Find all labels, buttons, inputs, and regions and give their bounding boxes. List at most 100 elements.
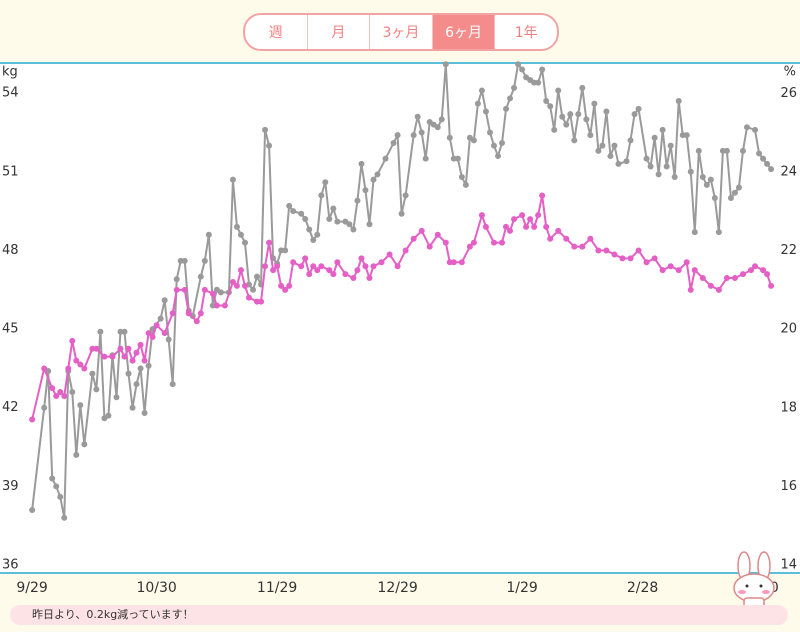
period-tab[interactable]: 1年 bbox=[494, 15, 557, 49]
data-point bbox=[466, 243, 473, 250]
data-point bbox=[627, 137, 634, 144]
period-tab[interactable]: 月 bbox=[306, 15, 370, 49]
data-point bbox=[543, 223, 550, 230]
data-point bbox=[571, 137, 578, 144]
data-point bbox=[635, 247, 642, 254]
data-point bbox=[731, 275, 738, 282]
data-point bbox=[366, 275, 373, 282]
data-point bbox=[647, 163, 654, 170]
data-point bbox=[354, 267, 361, 274]
data-point bbox=[494, 153, 501, 160]
data-point bbox=[519, 66, 526, 73]
data-point bbox=[29, 416, 36, 423]
data-point bbox=[262, 263, 269, 270]
data-point bbox=[571, 243, 578, 250]
x-tick-label: 11/29 bbox=[257, 580, 297, 596]
data-point bbox=[446, 134, 453, 141]
data-point bbox=[197, 273, 204, 280]
data-point bbox=[511, 84, 518, 91]
data-point bbox=[354, 197, 361, 204]
data-point bbox=[121, 328, 128, 335]
data-point bbox=[651, 255, 658, 262]
data-point bbox=[414, 113, 421, 120]
data-point bbox=[587, 235, 594, 242]
data-point bbox=[221, 302, 228, 309]
data-point bbox=[209, 290, 216, 297]
data-point bbox=[551, 126, 558, 133]
status-message: 昨日より、0.2kg減っています！ bbox=[10, 605, 788, 625]
data-point bbox=[241, 282, 248, 289]
data-point bbox=[137, 365, 144, 372]
data-point bbox=[490, 142, 497, 149]
data-point bbox=[519, 212, 526, 219]
y-tick-label: 51 bbox=[2, 164, 19, 179]
data-point bbox=[121, 353, 128, 360]
data-point bbox=[567, 111, 574, 118]
data-point bbox=[65, 365, 72, 372]
data-point bbox=[370, 263, 377, 270]
data-point bbox=[394, 263, 401, 270]
data-point bbox=[691, 267, 698, 274]
data-point bbox=[69, 337, 76, 344]
data-point bbox=[77, 361, 84, 368]
y2-axis-label: % bbox=[784, 65, 796, 80]
y-tick-label: 45 bbox=[2, 322, 19, 337]
data-point bbox=[490, 239, 497, 246]
data-point bbox=[687, 286, 694, 293]
data-point bbox=[241, 239, 248, 246]
data-point bbox=[454, 155, 461, 162]
data-point bbox=[274, 263, 281, 270]
data-point bbox=[575, 111, 582, 118]
data-point bbox=[482, 108, 489, 115]
period-tab[interactable]: 6ヶ月 bbox=[431, 15, 495, 49]
data-point bbox=[531, 223, 538, 230]
data-point bbox=[93, 386, 100, 393]
data-point bbox=[145, 362, 152, 369]
data-point bbox=[302, 215, 309, 222]
period-tab[interactable]: 週 bbox=[268, 25, 283, 41]
data-point bbox=[723, 147, 730, 154]
data-point bbox=[583, 116, 590, 123]
data-point bbox=[438, 116, 445, 123]
data-point bbox=[756, 150, 763, 157]
data-point bbox=[511, 216, 518, 223]
data-point bbox=[587, 132, 594, 139]
data-point bbox=[748, 267, 755, 274]
data-point bbox=[507, 95, 514, 102]
data-point bbox=[402, 247, 409, 254]
data-point bbox=[643, 155, 650, 162]
data-point bbox=[53, 392, 60, 399]
data-point bbox=[310, 236, 317, 243]
data-point bbox=[595, 247, 602, 254]
data-point bbox=[659, 126, 666, 133]
data-point bbox=[193, 318, 200, 325]
x-tick-label: 9/29 bbox=[16, 580, 47, 596]
data-point bbox=[374, 171, 381, 178]
data-point bbox=[133, 381, 140, 388]
data-point bbox=[278, 282, 285, 289]
data-point bbox=[165, 336, 172, 343]
data-point bbox=[129, 357, 136, 364]
x-tick-label: 10/30 bbox=[136, 580, 176, 596]
data-point bbox=[161, 330, 168, 337]
data-point bbox=[474, 100, 481, 107]
data-point bbox=[760, 155, 767, 162]
data-point bbox=[322, 179, 329, 186]
data-point bbox=[298, 210, 305, 217]
period-tab[interactable]: 3ヶ月 bbox=[369, 15, 432, 49]
data-point bbox=[398, 210, 405, 217]
data-point bbox=[233, 282, 240, 289]
data-point bbox=[213, 302, 220, 309]
data-point bbox=[611, 142, 618, 149]
data-point bbox=[93, 345, 100, 352]
data-point bbox=[752, 126, 759, 133]
data-point bbox=[298, 263, 305, 270]
data-point bbox=[703, 181, 710, 188]
data-point bbox=[334, 259, 341, 266]
data-point bbox=[57, 493, 64, 500]
data-point bbox=[434, 124, 441, 131]
data-point bbox=[735, 184, 742, 191]
y-tick-label: 39 bbox=[2, 479, 19, 494]
data-point bbox=[743, 124, 750, 131]
data-point bbox=[161, 297, 168, 304]
